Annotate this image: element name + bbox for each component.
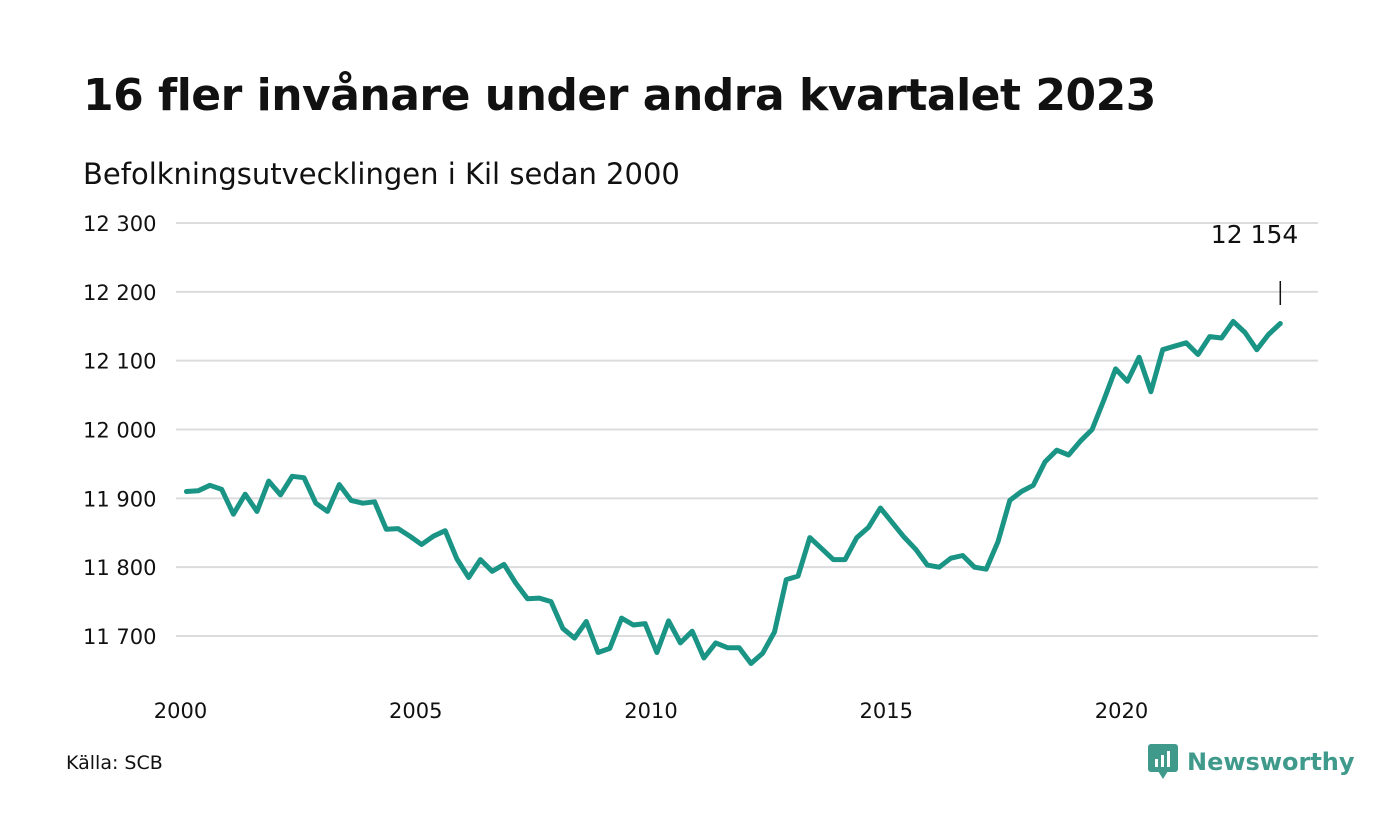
- x-tick-label: 2005: [389, 699, 442, 723]
- brand-logo: Newsworthy: [1148, 743, 1355, 781]
- annotation: 12 154: [1211, 220, 1298, 305]
- chart-title: 16 fler invånare under andra kvartalet 2…: [83, 70, 1156, 121]
- y-tick-label: 11 800: [83, 556, 156, 580]
- gridlines: [176, 222, 1318, 637]
- x-axis: 2000 2005 2010 2015 2020: [154, 699, 1148, 723]
- x-tick-label: 2010: [624, 699, 677, 723]
- series-line: [183, 318, 1283, 666]
- source-note: Källa: SCB: [66, 752, 163, 774]
- y-tick-label: 12 100: [83, 350, 156, 374]
- x-tick-label: 2015: [860, 699, 913, 723]
- y-tick-label: 12 000: [83, 419, 156, 443]
- series-layer: [183, 318, 1283, 666]
- y-tick-label: 12 300: [83, 212, 156, 236]
- chart-subtitle: Befolkningsutvecklingen i Kil sedan 2000: [83, 157, 680, 191]
- brand-name: Newsworthy: [1187, 748, 1355, 776]
- newsworthy-icon: [1148, 744, 1178, 779]
- y-tick-label: 11 700: [83, 625, 156, 649]
- x-tick-label: 2020: [1095, 699, 1148, 723]
- annotation-label: 12 154: [1211, 220, 1298, 249]
- y-tick-label: 12 200: [83, 281, 156, 305]
- y-tick-label: 11 900: [83, 487, 156, 511]
- line-chart: 11 700 11 800 11 900 12 000 12 100 12 200 12 3…: [83, 212, 1318, 723]
- x-tick-label: 2000: [154, 699, 207, 723]
- y-axis: 11 700 11 800 11 900 12 000 12 100 12 200 12 3…: [83, 212, 156, 649]
